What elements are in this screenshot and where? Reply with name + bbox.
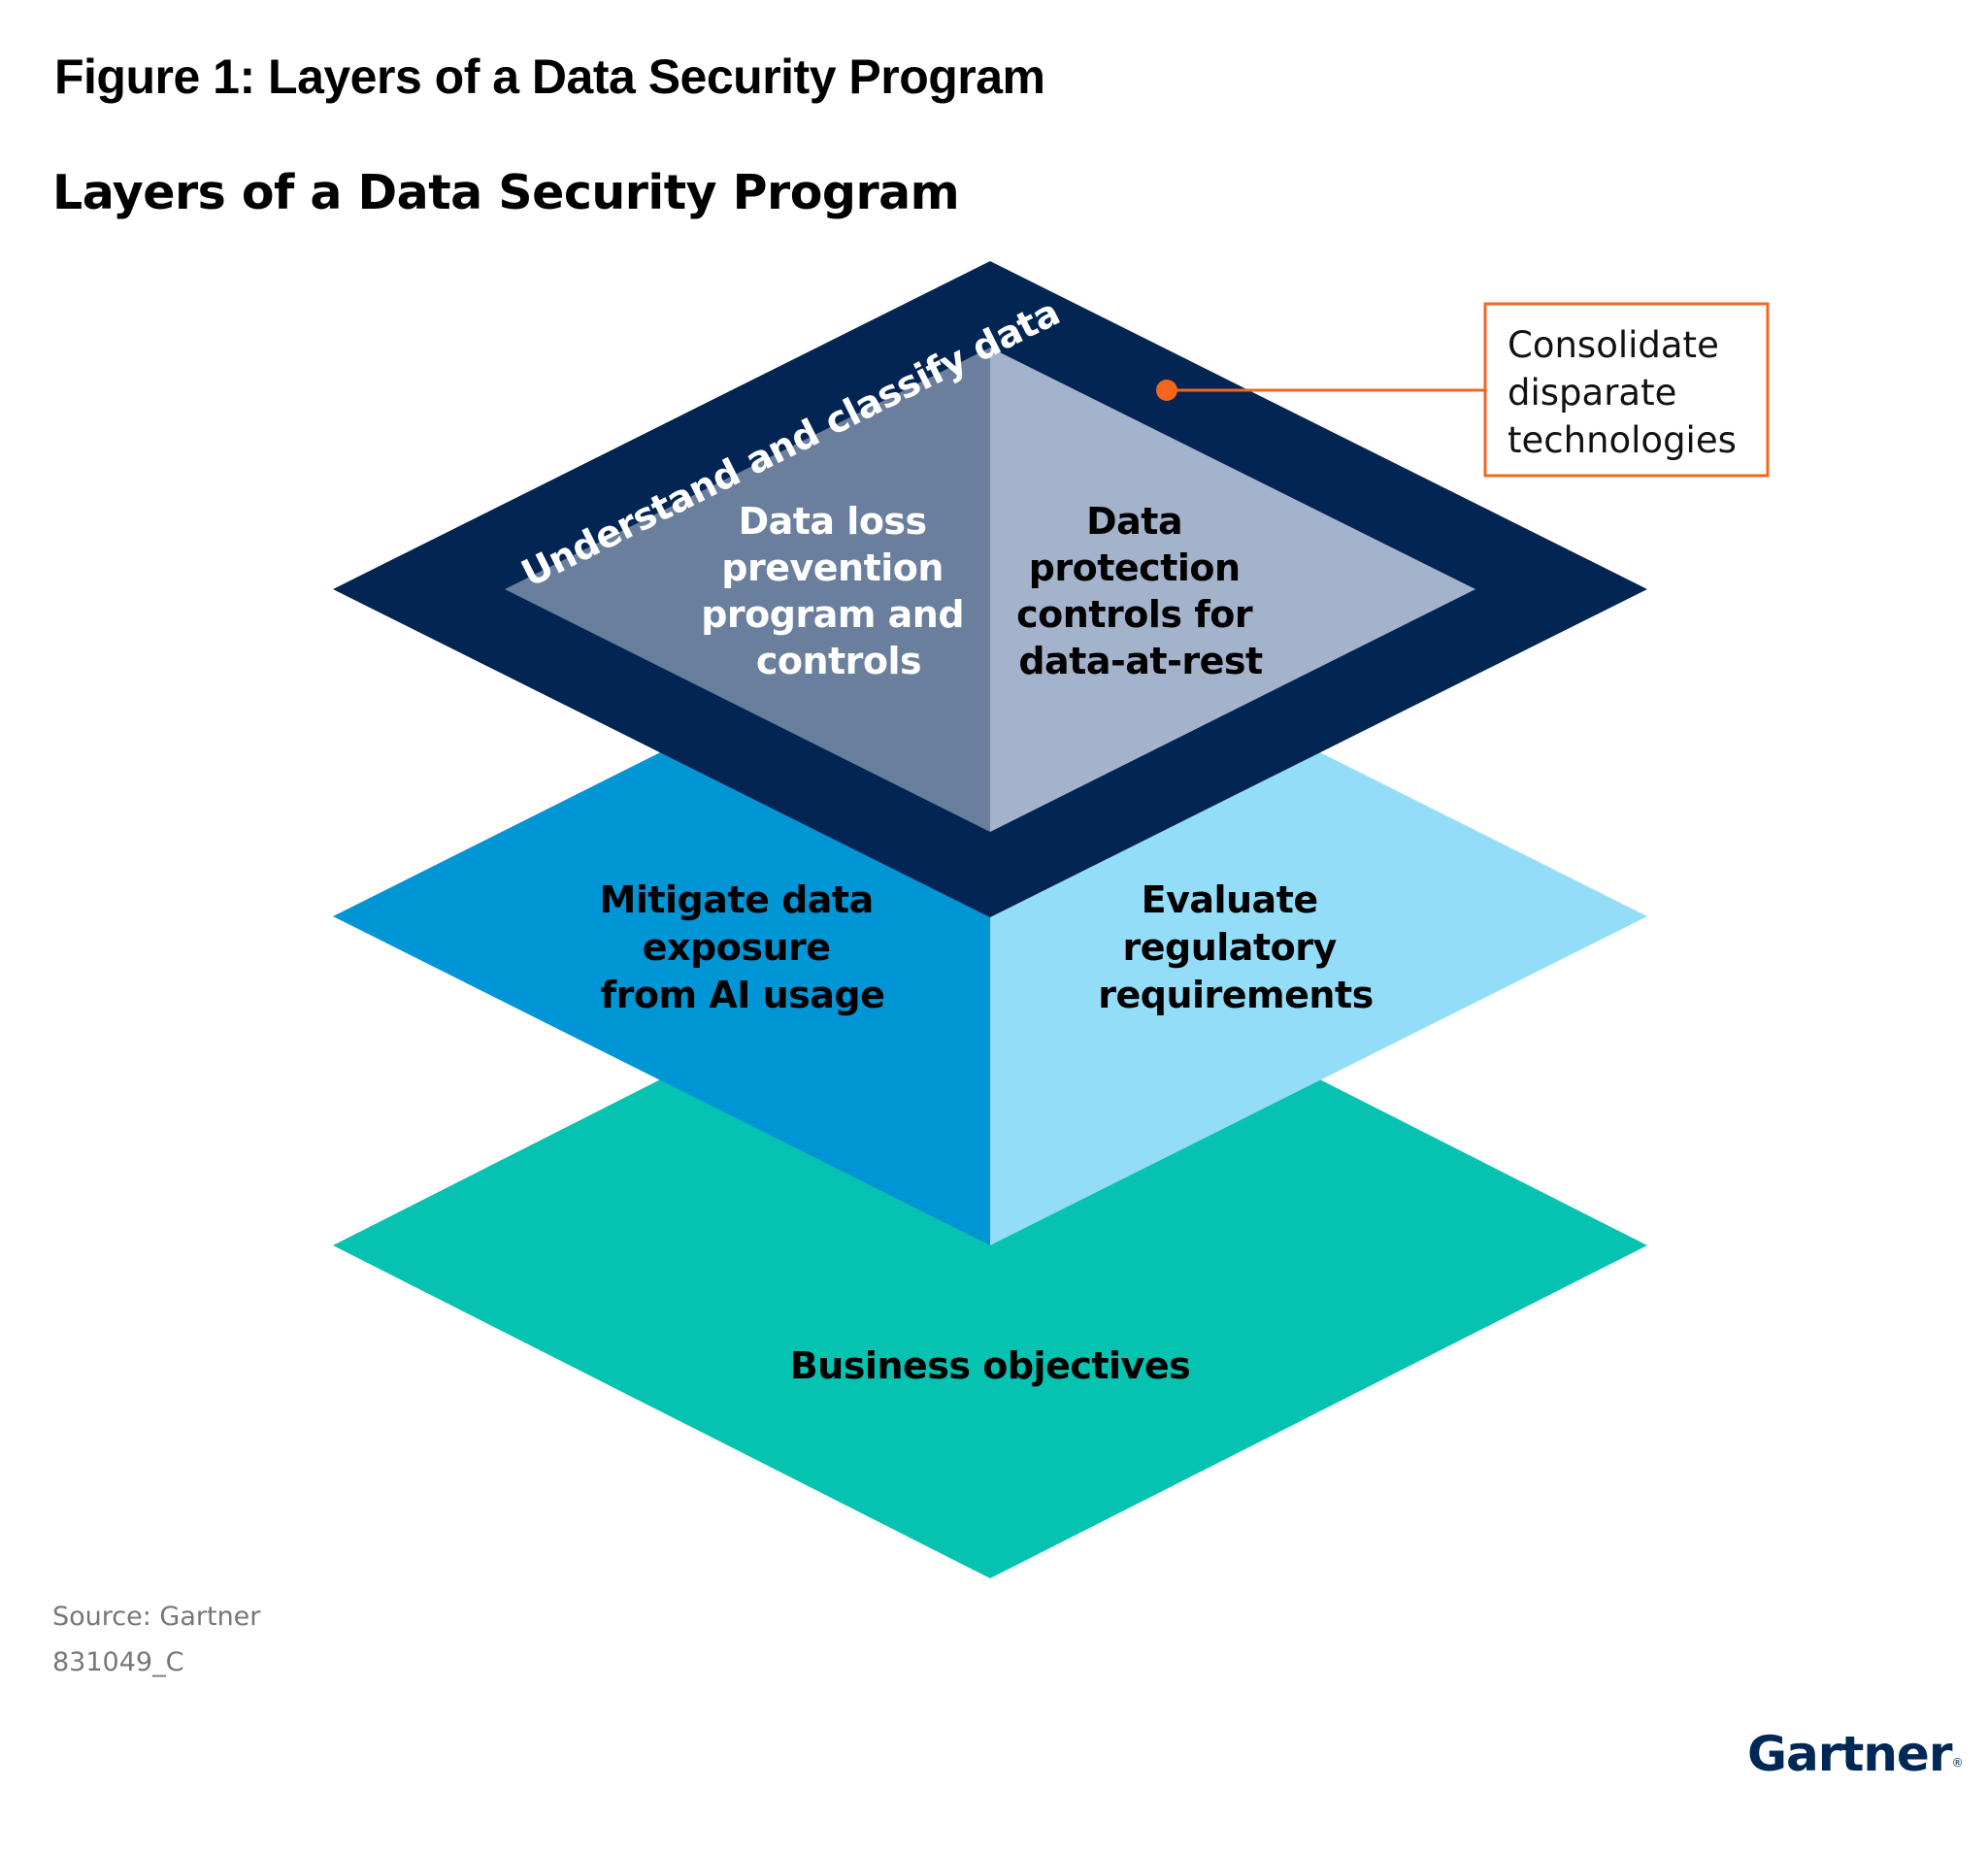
- gartner-logo: Gartner®: [1747, 1726, 1964, 1782]
- document-id: 831049_C: [52, 1647, 184, 1677]
- mitigate-ai-exposure-label: Mitigate data exposure from AI usage: [600, 878, 886, 1016]
- callout-marker-dot: [1156, 380, 1177, 401]
- gartner-logo-text: Gartner: [1747, 1726, 1953, 1782]
- dlp-panel: [505, 348, 990, 832]
- callout-label: Consolidate disparate technologies: [1508, 324, 1737, 461]
- top-layer: Understand and classify data Data loss p…: [333, 261, 1647, 917]
- dlp-label: Data loss prevention program and control…: [701, 500, 977, 682]
- callout-box: [1483, 302, 1770, 478]
- consolidate-callout: Consolidate disparate technologies: [1156, 302, 1770, 478]
- source-note: Source: Gartner: [52, 1602, 261, 1632]
- diagram-title: Layers of a Data Security Program: [52, 165, 960, 220]
- business-objectives-label: Business objectives: [790, 1344, 1190, 1387]
- data-at-rest-label: Data protection controls for data-at-res…: [1016, 500, 1265, 682]
- registered-mark: ®: [1951, 1756, 1964, 1770]
- data-at-rest-panel: [990, 348, 1475, 832]
- evaluate-regulatory-label: Evaluate regulatory requirements: [1098, 878, 1374, 1016]
- figure-caption: Figure 1: Layers of a Data Security Prog…: [54, 50, 1045, 104]
